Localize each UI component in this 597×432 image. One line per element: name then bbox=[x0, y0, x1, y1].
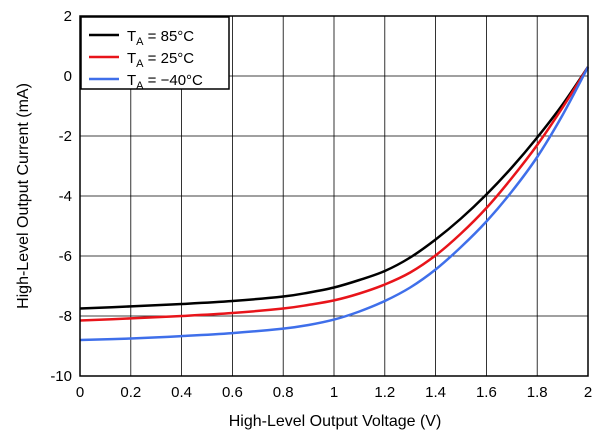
x-tick-label: 1.2 bbox=[374, 384, 395, 401]
legend-label: TA = −40°C bbox=[127, 72, 203, 92]
legend-label: TA = 25°C bbox=[127, 50, 194, 70]
plot-frame bbox=[79, 15, 589, 377]
y-tick-label: 0 bbox=[64, 68, 72, 85]
x-tick-label: 1.4 bbox=[425, 384, 446, 401]
x-tick-label: 2 bbox=[584, 384, 592, 401]
legend-box bbox=[80, 16, 230, 90]
x-axis-label: High-Level Output Voltage (V) bbox=[229, 413, 442, 430]
series-line-1 bbox=[79, 66, 590, 322]
x-tick-label: 0.6 bbox=[222, 384, 243, 401]
x-tick-label: 0 bbox=[76, 384, 84, 401]
y-tick-label: -6 bbox=[59, 248, 72, 265]
series-line-0 bbox=[79, 66, 590, 310]
y-tick-label: -2 bbox=[59, 128, 72, 145]
x-tick-label: 0.8 bbox=[273, 384, 294, 401]
x-tick-label: 1 bbox=[330, 384, 338, 401]
series-line-2 bbox=[79, 66, 590, 342]
x-tick-label: 0.4 bbox=[171, 384, 192, 401]
x-tick-label: 0.2 bbox=[120, 384, 141, 401]
legend: TA = 85°CTA = 25°CTA = −40°C bbox=[80, 16, 230, 92]
y-axis-label: High-Level Output Current (mA) bbox=[15, 83, 32, 309]
y-tick-label: -4 bbox=[59, 188, 72, 205]
y-tick-label: -10 bbox=[50, 368, 72, 385]
x-tick-label: 1.8 bbox=[527, 384, 548, 401]
x-tick-labels: 0 0.2 0.4 0.6 0.8 1 1.2 1.4 1.6 1.8 2 bbox=[76, 384, 592, 401]
y-tick-label: -8 bbox=[59, 308, 72, 325]
y-tick-label: 2 bbox=[64, 8, 72, 25]
legend-label: TA = 85°C bbox=[127, 28, 194, 48]
x-tick-label: 1.6 bbox=[476, 384, 497, 401]
series-lines bbox=[79, 66, 590, 342]
y-tick-labels: -10 -8 -6 -4 -2 0 2 bbox=[50, 8, 72, 385]
